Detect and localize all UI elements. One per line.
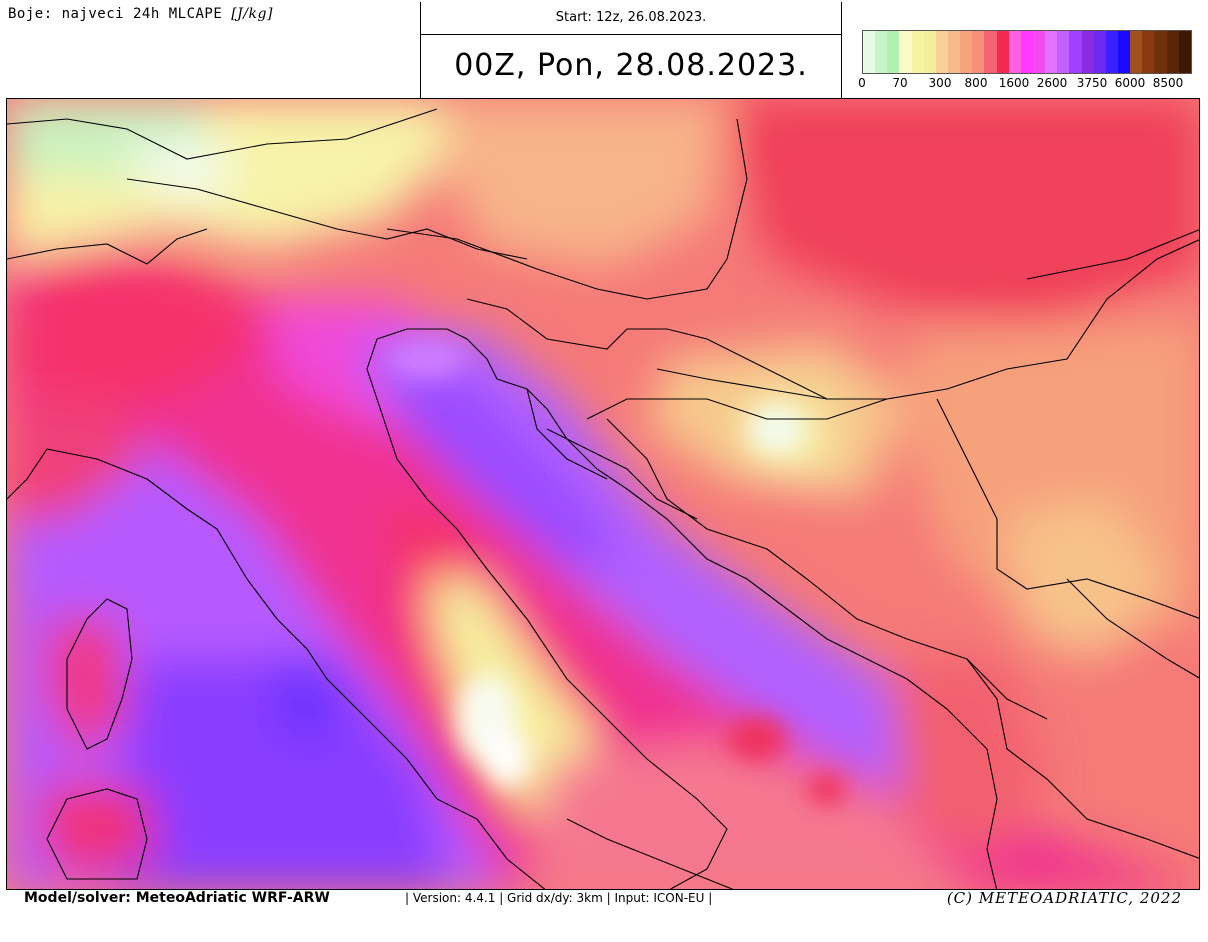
legend-labels: 0 70 300 800 1600 2600 3750 6000 8500 <box>858 76 1192 92</box>
run-start-time: Start: 12z, 26.08.2023. <box>421 2 841 35</box>
legend-swatch <box>887 31 900 73</box>
legend-label: 2600 <box>1036 76 1068 90</box>
legend-label: 3750 <box>1076 76 1108 90</box>
legend-label: 1600 <box>998 76 1030 90</box>
legend-swatch <box>996 31 1009 73</box>
legend-label: 300 <box>928 76 952 90</box>
legend-swatch <box>984 31 997 73</box>
legend-swatch <box>923 31 936 73</box>
copyright: (C) METEOADRIATIC, 2022 <box>946 889 1182 907</box>
legend-swatch <box>875 31 888 73</box>
cape-map <box>6 98 1200 890</box>
legend-label: 70 <box>892 76 908 90</box>
legend-label: 0 <box>858 76 866 90</box>
legend-swatch <box>947 31 961 73</box>
coastlines-borders <box>7 108 1199 889</box>
legend-swatch <box>1069 31 1082 73</box>
map-title: Boje: najveci 24h MLCAPE [J/kg] <box>8 6 273 22</box>
model-label: Model/solver: MeteoAdriatic WRF-ARW <box>24 890 330 906</box>
color-legend: 0 70 300 800 1600 2600 3750 6000 8500 <box>858 30 1192 92</box>
legend-swatch <box>1130 31 1143 73</box>
legend-swatch <box>960 31 973 73</box>
legend-swatch <box>1045 31 1058 73</box>
legend-label: 8500 <box>1152 76 1184 90</box>
legend-swatch <box>972 31 985 73</box>
legend-swatch <box>1057 31 1070 73</box>
legend-swatch <box>1178 31 1191 73</box>
run-info-box: Start: 12z, 26.08.2023. 00Z, Pon, 28.08.… <box>420 2 842 99</box>
legend-swatch <box>1154 31 1167 73</box>
legend-swatch <box>1105 31 1118 73</box>
legend-label: 6000 <box>1114 76 1146 90</box>
legend-label: 800 <box>964 76 988 90</box>
legend-swatch <box>1117 31 1131 73</box>
footer: Model/solver: MeteoAdriatic WRF-ARW | Ve… <box>0 888 1208 910</box>
model-metadata: | Version: 4.4.1 | Grid dx/dy: 3km | Inp… <box>405 891 713 905</box>
legend-swatch <box>1032 31 1046 73</box>
legend-swatch <box>1081 31 1094 73</box>
cape-field <box>7 99 1199 889</box>
cape-highlights <box>387 341 847 805</box>
map-title-text: Boje: najveci 24h MLCAPE <box>8 6 232 22</box>
legend-swatch <box>1020 31 1033 73</box>
cape-map-svg <box>7 99 1199 889</box>
legend-swatch <box>863 31 876 73</box>
legend-swatch <box>1166 31 1179 73</box>
map-title-unit: [J/kg] <box>231 6 273 22</box>
legend-swatch <box>1093 31 1106 73</box>
legend-color-bar <box>862 30 1192 74</box>
legend-swatch <box>899 31 912 73</box>
valid-time: 00Z, Pon, 28.08.2023. <box>454 48 808 83</box>
legend-swatch <box>935 31 948 73</box>
legend-swatch <box>911 31 924 73</box>
legend-swatch <box>1008 31 1021 73</box>
legend-swatch <box>1142 31 1155 73</box>
